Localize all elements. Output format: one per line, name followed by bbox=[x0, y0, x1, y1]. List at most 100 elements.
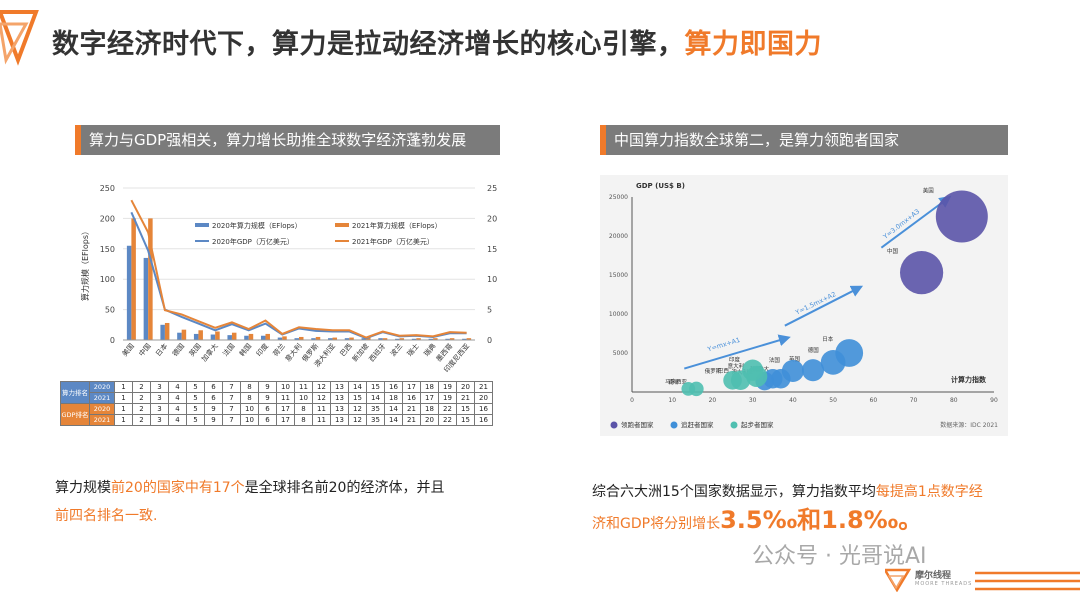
bubble bbox=[935, 190, 988, 243]
x-tick-label: 新加坡 bbox=[350, 342, 370, 364]
ranking-cell: 2 bbox=[132, 381, 151, 393]
right-summary-text: 综合六大洲15个国家数据显示，算力指数平均每提高1点数字经 济和GDP将分别增长3… bbox=[592, 484, 983, 534]
ranking-cell: 3 bbox=[150, 414, 169, 426]
bar bbox=[244, 335, 249, 340]
ranking-cell: 5 bbox=[186, 403, 205, 415]
bar bbox=[332, 337, 338, 340]
ranking-cell: 4 bbox=[168, 403, 187, 415]
x-tick-label: 瑞典 bbox=[422, 342, 438, 359]
ranking-cell: 9 bbox=[204, 403, 223, 415]
y2-tick-label: 25 bbox=[487, 184, 497, 193]
compute-gdp-combo-chart: 0 50 100 150 200 250 0 5 10 15 20 25 算力规模（EFlops） 美国中… bbox=[80, 184, 497, 374]
ranking-cell: 8 bbox=[240, 392, 259, 404]
y-tick-label: 200 bbox=[100, 214, 115, 223]
ranking-cell: 11 bbox=[294, 381, 313, 393]
x-tick-label: 英国 bbox=[187, 342, 203, 359]
x-tick-label: 80 bbox=[950, 397, 958, 404]
x-tick-label: 90 bbox=[990, 397, 998, 404]
ranking-cell: 6 bbox=[258, 414, 277, 426]
compute-index-bubble-chart-panel: 0 10 20 30 40 50 60 70 80 90 5000 10000 15000 20000 25… bbox=[600, 175, 1008, 436]
y2-tick-label: 20 bbox=[487, 214, 497, 223]
ranking-cell: 9 bbox=[258, 381, 277, 393]
page-title: 数字经济时代下，算力是拉动经济增长的核心引擎，算力即国力 bbox=[52, 29, 822, 60]
x-tick-label: 波兰 bbox=[388, 342, 404, 359]
bar bbox=[299, 336, 304, 340]
bubble-label: 南非 bbox=[668, 378, 680, 386]
watermark: 公众号 · 光哥说AI bbox=[752, 544, 927, 569]
ranking-cell: 12 bbox=[348, 403, 367, 415]
ranking-cell: 1 bbox=[114, 392, 133, 404]
trend-arrow bbox=[784, 285, 864, 327]
x-tick-label: 50 bbox=[829, 397, 837, 404]
ranking-cell: 20 bbox=[474, 392, 493, 404]
ranking-cell: 21 bbox=[402, 403, 421, 415]
bar bbox=[382, 338, 388, 340]
ranking-year: 2020 bbox=[89, 403, 115, 415]
bar bbox=[416, 338, 421, 340]
compute-index-bubble-chart: 0 10 20 30 40 50 60 70 80 90 5000 10000 15000 20000 25… bbox=[609, 182, 998, 429]
ranking-cell: 16 bbox=[474, 414, 493, 426]
bar bbox=[395, 338, 400, 340]
x-tick-label: 60 bbox=[870, 397, 878, 404]
logo-mark-icon bbox=[0, 10, 39, 66]
ranking-cell: 4 bbox=[168, 392, 187, 404]
ranking-cell: 1 bbox=[114, 414, 133, 426]
bubble-label: 马来西亚 bbox=[665, 378, 688, 386]
bubble-label: 俄罗斯 bbox=[705, 367, 722, 375]
legend-swatch bbox=[195, 223, 209, 227]
ranking-cell: 3 bbox=[150, 403, 169, 415]
ranking-cell: 11 bbox=[312, 403, 331, 415]
x-tick-label: 韩国 bbox=[237, 342, 253, 359]
x-tick-label: 中国 bbox=[137, 342, 153, 359]
ranking-cell: 10 bbox=[294, 392, 313, 404]
ranking-cell: 3 bbox=[150, 392, 169, 404]
ranking-cell: 4 bbox=[168, 381, 187, 393]
ranking-cell: 8 bbox=[294, 403, 313, 415]
bar bbox=[294, 338, 299, 340]
bar bbox=[215, 331, 220, 340]
x-tick-label: 西班牙 bbox=[367, 342, 387, 364]
legend-dot bbox=[730, 421, 738, 429]
ranking-cell: 20 bbox=[420, 414, 439, 426]
bar bbox=[328, 338, 333, 340]
bubble-label: 英国 bbox=[789, 355, 801, 363]
ranking-cell: 5 bbox=[186, 414, 205, 426]
ranking-cell: 11 bbox=[276, 392, 295, 404]
bubble-label: 巴西 bbox=[718, 368, 730, 375]
legend-dot bbox=[670, 421, 678, 429]
bubble-label: 德国 bbox=[808, 346, 820, 354]
brand-subtitle: MOORE THREADS bbox=[915, 581, 973, 587]
ranking-cell: 14 bbox=[384, 414, 403, 426]
bar bbox=[449, 338, 455, 340]
bar bbox=[399, 338, 405, 340]
ranking-row: 算力排名 2020 1 2 3 4 5 6 7 8 9 10 11 12 13 14 15 16 17 18 19 20 2… bbox=[60, 381, 493, 404]
ranking-cell: 13 bbox=[330, 403, 349, 415]
legend-label: 2021年算力规模（EFlops） bbox=[352, 221, 442, 230]
x-tick-label: 德国 bbox=[170, 342, 186, 359]
bar bbox=[433, 338, 438, 340]
ranking-cell: 10 bbox=[240, 414, 259, 426]
y-axis-label: GDP (US$ B) bbox=[636, 182, 685, 190]
ranking-cell: 5 bbox=[186, 392, 205, 404]
bar bbox=[349, 337, 354, 340]
ranking-cell: 22 bbox=[438, 403, 457, 415]
ranking-table: 算力排名 2020 1 2 3 4 5 6 7 8 9 10 11 12 13 14 15 16 17 18 19 20 2… bbox=[60, 381, 493, 426]
bar bbox=[177, 332, 182, 340]
ranking-cell: 7 bbox=[222, 381, 241, 393]
left-summary-text: 算力规模前20的国家中有17个是全球排名前20的经济体，并且 前四名排名一致. bbox=[55, 480, 445, 524]
ranking-cell: 21 bbox=[456, 392, 475, 404]
y2-tick-label: 0 bbox=[487, 336, 492, 345]
bubble-label: 美国 bbox=[923, 187, 935, 195]
y-tick-label: 25000 bbox=[609, 194, 628, 201]
ranking-year: 2021 bbox=[89, 414, 115, 426]
ranking-cell: 5 bbox=[186, 381, 205, 393]
bar bbox=[315, 336, 321, 340]
y2-tick-label: 15 bbox=[487, 245, 497, 254]
bar bbox=[282, 336, 287, 340]
bar bbox=[366, 337, 371, 340]
bubble bbox=[900, 251, 944, 295]
ranking-cell: 10 bbox=[276, 381, 295, 393]
ranking-cell: 12 bbox=[348, 414, 367, 426]
ranking-cell: 17 bbox=[276, 414, 295, 426]
ranking-cell: 12 bbox=[312, 381, 331, 393]
